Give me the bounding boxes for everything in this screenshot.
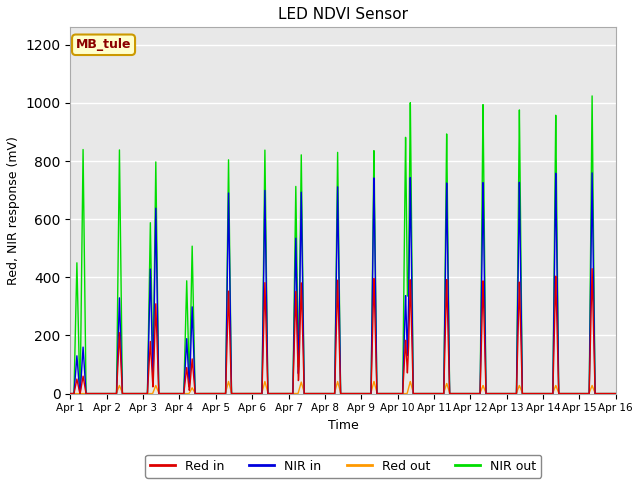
Title: LED NDVI Sensor: LED NDVI Sensor: [278, 7, 408, 22]
NIR in: [271, 391, 278, 396]
Legend: Red in, NIR in, Red out, NIR out: Red in, NIR in, Red out, NIR out: [145, 455, 541, 478]
Red out: [225, 379, 232, 384]
Line: Red in: Red in: [70, 269, 616, 394]
Red in: [588, 266, 596, 272]
NIR out: [419, 391, 426, 396]
NIR out: [610, 391, 618, 396]
Line: Red out: Red out: [70, 382, 616, 394]
Red out: [612, 391, 620, 396]
Red in: [610, 391, 618, 396]
NIR out: [588, 93, 596, 99]
Red in: [67, 391, 74, 396]
NIR in: [588, 170, 596, 176]
NIR out: [177, 391, 185, 396]
Red in: [177, 391, 185, 396]
Red out: [67, 391, 74, 396]
Red out: [419, 391, 426, 396]
Red in: [496, 391, 504, 396]
Line: NIR in: NIR in: [70, 173, 616, 394]
NIR in: [177, 391, 185, 396]
Red in: [612, 391, 620, 396]
X-axis label: Time: Time: [328, 419, 358, 432]
NIR in: [419, 391, 426, 396]
NIR out: [183, 289, 191, 295]
Red out: [177, 391, 185, 396]
NIR out: [67, 391, 74, 396]
NIR out: [496, 391, 504, 396]
Red out: [610, 391, 618, 396]
Red in: [271, 391, 278, 396]
NIR out: [271, 391, 278, 396]
NIR in: [612, 391, 620, 396]
Red in: [183, 367, 191, 373]
Red out: [496, 391, 504, 396]
NIR in: [610, 391, 618, 396]
Red out: [271, 391, 278, 396]
NIR in: [67, 391, 74, 396]
NIR in: [183, 341, 191, 347]
NIR out: [612, 391, 620, 396]
Red in: [419, 391, 426, 396]
Red out: [183, 391, 191, 396]
Y-axis label: Red, NIR response (mV): Red, NIR response (mV): [7, 136, 20, 285]
Text: MB_tule: MB_tule: [76, 38, 131, 51]
NIR in: [496, 391, 504, 396]
Line: NIR out: NIR out: [70, 96, 616, 394]
